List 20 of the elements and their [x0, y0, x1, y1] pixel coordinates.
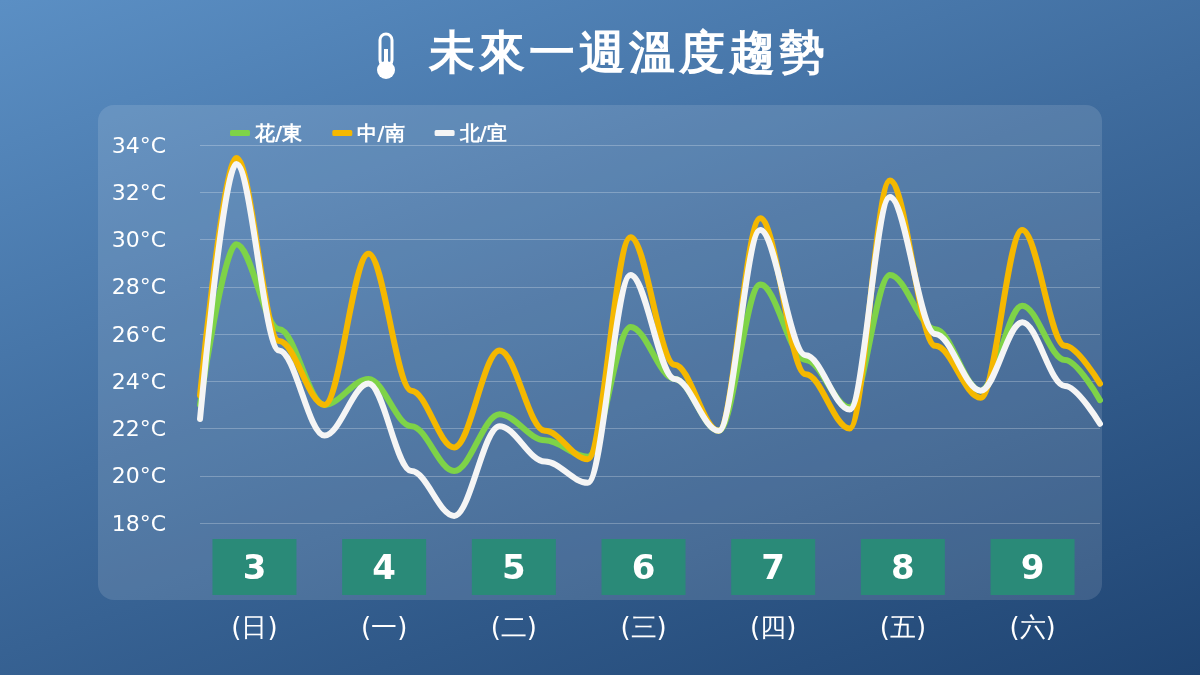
y-tick-label: 32°C — [111, 179, 166, 205]
y-tick-label: 22°C — [111, 416, 166, 441]
x-tick-label: 6 (三) — [620, 547, 667, 642]
y-tick-label: 28°C — [111, 274, 166, 300]
y-tick-label: 20°C — [111, 463, 166, 489]
chart-title: 未來一週溫度趨勢 — [429, 25, 829, 79]
y-tick-label: 18°C — [111, 510, 166, 536]
x-tick-label: 9 (六) — [1009, 547, 1056, 642]
y-tick-label: 26°C — [111, 321, 166, 347]
legend-label: 北/宜 — [458, 121, 507, 145]
y-tick-label: 30°C — [111, 227, 166, 252]
x-tick-label: 8 (五) — [879, 547, 927, 642]
x-tick-label: 5 (二) — [490, 547, 537, 642]
x-tick-label: 4 (一) — [361, 547, 408, 642]
x-tick-label: 7 (四) — [750, 547, 797, 642]
legend-label: 花/東 — [254, 121, 303, 145]
x-tick-label: 3 (日) — [231, 547, 278, 642]
y-tick-label: 24°C — [111, 368, 166, 394]
legend-label: 中/南 — [357, 121, 405, 145]
y-tick-label: 34°C — [111, 132, 166, 158]
